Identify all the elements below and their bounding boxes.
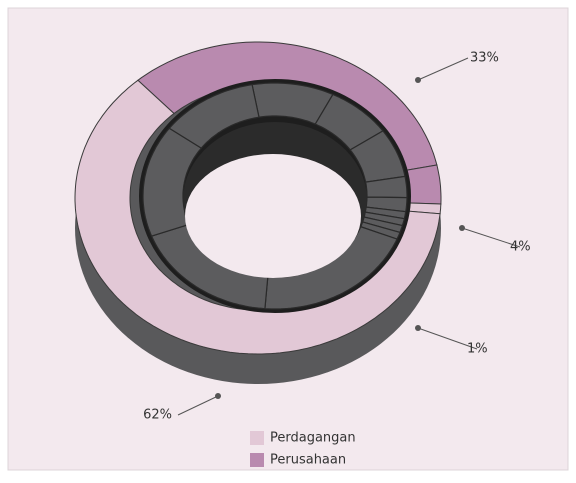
legend-label: Perdagangan [270,431,356,446]
leader-dot [459,225,465,231]
leader-line [417,57,469,81]
data-label: 4% [510,240,531,255]
data-label: 62% [143,408,172,423]
legend-label: Perusahaan [270,453,346,468]
leader-dot [415,325,421,331]
data-label: 33% [470,51,499,66]
leader-line [177,395,219,416]
leader-dot [215,393,221,399]
hole [185,154,361,278]
legend-swatch [250,453,264,467]
data-label: 1% [467,342,488,357]
leader-line [461,227,521,248]
legend-swatch [250,431,264,445]
leader-dot [415,77,421,83]
inner-slice [168,84,260,149]
leader-line [417,327,478,350]
